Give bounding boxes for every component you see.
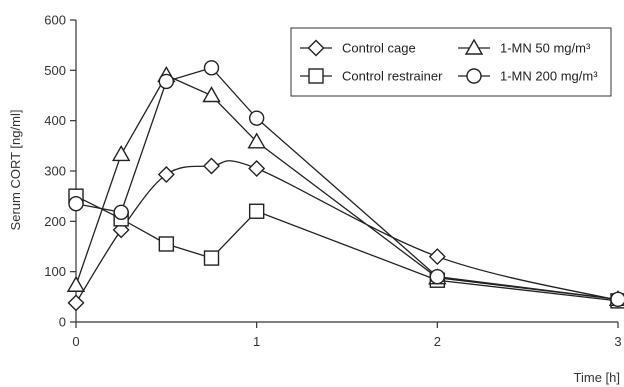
data-point-circle <box>68 196 84 212</box>
y-tick-label: 500 <box>44 63 66 78</box>
series-diamond <box>67 157 624 312</box>
y-tick-label: 300 <box>44 164 66 179</box>
data-point-circle <box>248 110 265 126</box>
y-tick-label: 400 <box>44 113 66 128</box>
y-tick-label: 100 <box>44 264 66 279</box>
data-point-diamond <box>248 159 266 177</box>
axes: 0 100 200 300 400 500 600 0 1 2 3 <box>44 13 621 350</box>
legend-triangle-icon <box>464 38 484 55</box>
data-point-triangle <box>247 132 266 149</box>
data-point-square <box>248 203 265 219</box>
data-point-circle <box>113 204 129 220</box>
y-tick-label: 200 <box>44 214 66 229</box>
data-point-square <box>158 236 175 252</box>
data-point-circle <box>158 73 175 90</box>
data-point-square <box>203 250 220 266</box>
y-axis-title: Serum CORT [ng/ml] <box>8 110 23 231</box>
series-line-square <box>75 195 619 302</box>
legend-label: 1-MN 200 mg/m³ <box>500 69 598 84</box>
data-point-triangle <box>111 144 131 162</box>
data-point-diamond <box>203 157 220 175</box>
series-layer <box>66 60 624 312</box>
legend-diamond-icon <box>307 39 325 57</box>
series-line-diamond <box>75 160 619 304</box>
data-point-circle <box>429 269 446 285</box>
series-line-circle <box>75 67 619 300</box>
legend-item-circle: 1-MN 200 mg/m³ <box>458 68 598 84</box>
data-point-triangle <box>66 275 86 292</box>
legend-square-icon <box>308 68 324 84</box>
legend-circle-icon <box>466 68 482 84</box>
data-point-circle <box>203 60 220 76</box>
legend-item-diamond: Control cage <box>300 39 416 57</box>
series-circle <box>68 60 624 308</box>
x-tick-label: 0 <box>72 334 79 349</box>
x-tick-label: 1 <box>253 334 260 349</box>
x-tick-label: 3 <box>614 334 621 349</box>
y-tick-label: 0 <box>59 315 66 330</box>
legend-label: 1-MN 50 mg/m³ <box>500 41 591 56</box>
legend: Control cage Control restrainer 1-MN 50 mg… <box>290 27 612 97</box>
series-triangle <box>66 65 624 307</box>
data-point-diamond <box>157 166 175 184</box>
data-point-triangle <box>202 86 221 103</box>
y-tick-label: 600 <box>44 13 66 28</box>
data-point-diamond <box>428 248 446 266</box>
data-point-circle <box>610 291 624 308</box>
legend-label: Control cage <box>342 41 416 56</box>
data-point-diamond <box>67 294 85 312</box>
x-axis-title: Time [h] <box>574 370 620 385</box>
legend-item-square: Control restrainer <box>300 68 443 84</box>
legend-label: Control restrainer <box>342 69 443 84</box>
legend-item-triangle: 1-MN 50 mg/m³ <box>458 38 591 56</box>
legend-box <box>290 27 612 97</box>
x-tick-label: 2 <box>434 334 441 349</box>
